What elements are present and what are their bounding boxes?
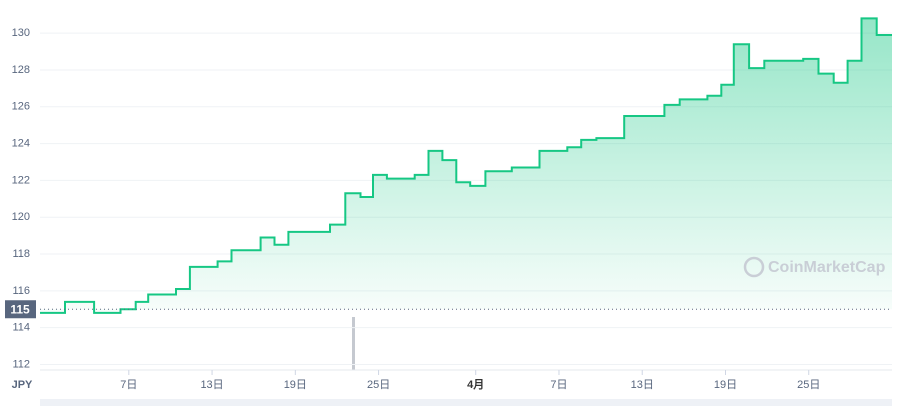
line <box>40 17 892 314</box>
y-tick-label: 122 <box>12 174 30 186</box>
x-tick-label: 4月 <box>467 378 484 391</box>
x-tick-label: 7日 <box>120 379 137 391</box>
x-tick-label: 7日 <box>550 379 567 391</box>
area <box>40 18 892 313</box>
volume-bar <box>352 317 355 370</box>
y-tick-label: 116 <box>12 285 30 297</box>
y-tick-label: 128 <box>12 64 30 76</box>
reference-label-box <box>5 300 36 319</box>
x-tick-label: 19日 <box>714 379 737 391</box>
x-tick-label: 13日 <box>631 379 654 391</box>
currency-label: JPY <box>12 379 33 391</box>
watermark-logo <box>743 256 765 278</box>
y-tick-label: 120 <box>12 211 30 223</box>
y-tick-label: 130 <box>12 27 30 39</box>
y-tick-label: 126 <box>12 101 30 113</box>
reference-label: 115 <box>10 302 30 316</box>
y-tick-label: 112 <box>12 358 30 370</box>
watermark-text: CoinMarketCap <box>768 259 886 276</box>
x-tick-label: 13日 <box>200 379 223 391</box>
x-tick-label: 19日 <box>284 379 307 391</box>
range-selector[interactable] <box>40 399 892 406</box>
y-tick-label: 124 <box>12 137 30 149</box>
x-tick-label: 25日 <box>797 379 820 391</box>
y-tick-label: 118 <box>12 248 30 260</box>
x-tick-label: 25日 <box>367 379 390 391</box>
y-tick-label: 114 <box>12 322 30 334</box>
watermark: CoinMarketCap <box>743 256 886 278</box>
